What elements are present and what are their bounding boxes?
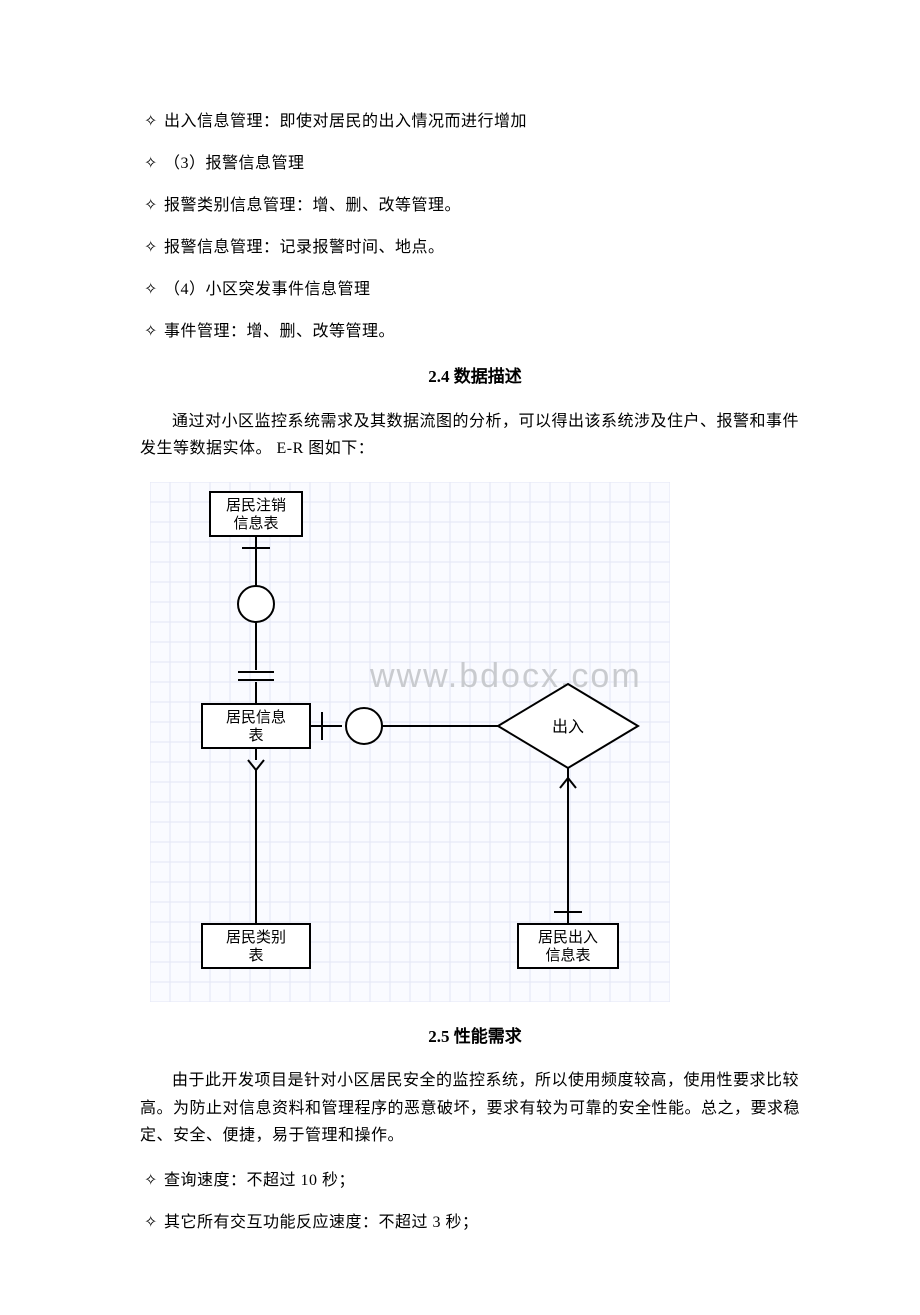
svg-text:www.bdocx.com: www.bdocx.com [369, 657, 642, 695]
section-25-paragraph: 由于此开发项目是针对小区居民安全的监控系统，所以使用频度较高，使用性要求比较高。… [140, 1067, 810, 1149]
section-24-paragraph: 通过对小区监控系统需求及其数据流图的分析，可以得出该系统涉及住户、报警和事件发生… [140, 408, 810, 462]
section-heading-24: 2.4 数据描述 [140, 364, 810, 390]
svg-text:信息表: 信息表 [233, 515, 278, 532]
svg-text:居民注销: 居民注销 [226, 497, 286, 514]
svg-text:出入: 出入 [552, 718, 584, 736]
bullet-item: （3）报警信息管理 [140, 152, 810, 176]
bullet-item: 其它所有交互功能反应速度：不超过 3 秒； [140, 1211, 810, 1235]
svg-text:居民类别: 居民类别 [226, 929, 286, 946]
svg-text:表: 表 [248, 947, 263, 964]
bullet-item: （4）小区突发事件信息管理 [140, 278, 810, 302]
bullet-list-bottom: 查询速度：不超过 10 秒； 其它所有交互功能反应速度：不超过 3 秒； [140, 1169, 810, 1235]
svg-text:信息表: 信息表 [545, 947, 590, 964]
bullet-item: 查询速度：不超过 10 秒； [140, 1169, 810, 1193]
bullet-item: 事件管理：增、删、改等管理。 [140, 320, 810, 344]
bullet-item: 报警类别信息管理：增、删、改等管理。 [140, 194, 810, 218]
section-heading-25: 2.5 性能需求 [140, 1024, 810, 1050]
svg-text:居民出入: 居民出入 [538, 929, 598, 946]
bullet-item: 出入信息管理：即使对居民的出入情况而进行增加 [140, 110, 810, 134]
svg-text:表: 表 [248, 727, 263, 744]
bullet-list-top: 出入信息管理：即使对居民的出入情况而进行增加 （3）报警信息管理 报警类别信息管… [140, 110, 810, 344]
bullet-item: 报警信息管理：记录报警时间、地点。 [140, 236, 810, 260]
er-diagram: www.bdocx.com居民注销信息表居民信息表居民类别表出入居民出入信息表 [150, 482, 810, 1002]
svg-text:居民信息: 居民信息 [226, 709, 286, 726]
